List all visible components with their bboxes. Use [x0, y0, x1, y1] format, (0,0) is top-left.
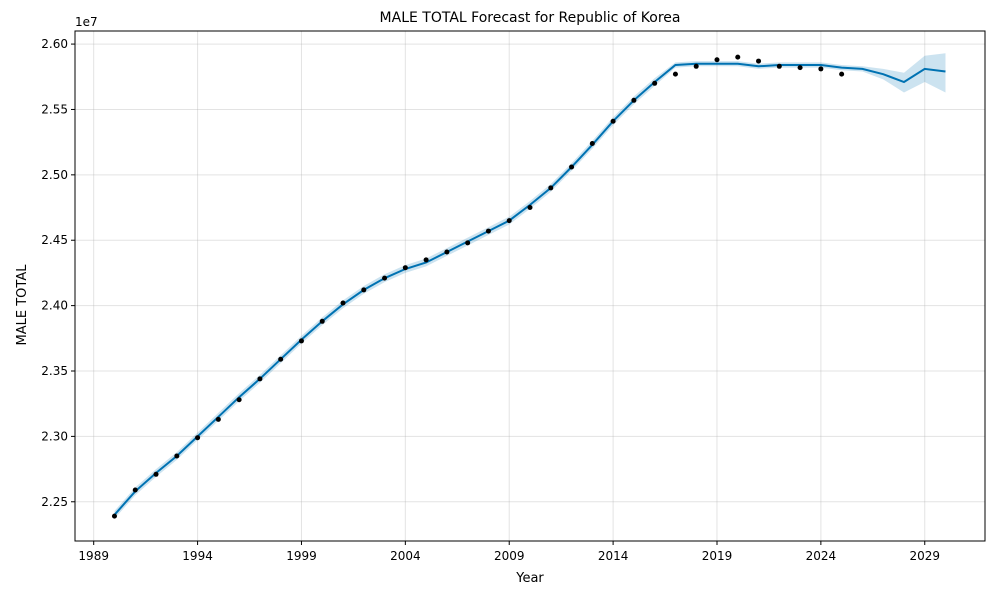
observed-point — [340, 300, 346, 306]
observed-point — [527, 205, 533, 211]
forecast-series-line — [113, 62, 946, 516]
observed-point — [174, 453, 180, 459]
observed-point — [818, 66, 824, 72]
observed-point — [361, 287, 367, 293]
observed-point — [319, 318, 325, 324]
observed-point — [506, 218, 512, 224]
observed-point — [569, 164, 575, 170]
y-tick-label: 2.60 — [41, 37, 68, 51]
observed-point — [714, 57, 720, 63]
observed-point — [382, 275, 388, 281]
observed-point — [402, 265, 408, 271]
observed-point — [652, 80, 658, 86]
observed-point — [610, 118, 616, 124]
y-tick-label: 2.50 — [41, 168, 68, 182]
observed-point — [298, 338, 304, 344]
plot-frame — [74, 30, 986, 542]
observed-point — [132, 487, 138, 493]
observed-point — [693, 63, 699, 69]
observed-points — [111, 54, 845, 519]
observed-point — [153, 471, 159, 477]
observed-point — [111, 513, 117, 519]
x-tick-label: 1999 — [286, 549, 317, 563]
observed-point — [839, 71, 845, 77]
x-tick-label: 1994 — [182, 549, 213, 563]
observed-point — [756, 58, 762, 64]
y-tick-label: 2.45 — [41, 233, 68, 247]
observed-point — [215, 416, 221, 422]
observed-point — [278, 356, 284, 362]
observed-point — [195, 435, 201, 441]
x-tick-label: 2019 — [702, 549, 733, 563]
y-tick-label: 2.30 — [41, 429, 68, 443]
x-tick-label: 2004 — [390, 549, 421, 563]
y-axis-ticks: 2.25 2.30 2.35 2.40 2.45 2.50 2.55 2.60 — [41, 37, 75, 509]
observed-point — [465, 240, 471, 246]
observed-point — [672, 71, 678, 77]
x-tick-label: 2009 — [494, 549, 525, 563]
observed-point — [735, 54, 741, 60]
observed-point — [423, 257, 429, 263]
observed-point — [797, 65, 803, 71]
observed-point — [589, 140, 595, 146]
y-tick-label: 2.40 — [41, 299, 68, 313]
observed-point — [631, 97, 637, 103]
observed-point — [257, 376, 263, 382]
y-offset-label: 1e7 — [75, 15, 98, 29]
x-tick-label: 2014 — [598, 549, 629, 563]
y-tick-label: 2.35 — [41, 364, 68, 378]
observed-point — [444, 249, 450, 255]
y-tick-label: 2.55 — [41, 102, 68, 116]
y-tick-label: 2.25 — [41, 495, 68, 509]
y-axis-label: MALE TOTAL — [15, 264, 30, 346]
x-axis-label: Year — [515, 571, 544, 586]
x-axis-ticks: 1989 1994 1999 2004 2009 2014 2019 2024 2029 — [78, 541, 940, 563]
x-tick-label: 2029 — [909, 549, 940, 563]
observed-point — [776, 63, 782, 69]
observed-point — [485, 228, 491, 234]
observed-point — [548, 185, 554, 191]
observed-point — [236, 397, 242, 403]
x-tick-label: 1989 — [78, 549, 109, 563]
x-tick-label: 2024 — [806, 549, 837, 563]
grid-lines — [75, 31, 985, 541]
chart-title: MALE TOTAL Forecast for Republic of Kore… — [380, 10, 681, 26]
forecast-line — [113, 62, 946, 516]
